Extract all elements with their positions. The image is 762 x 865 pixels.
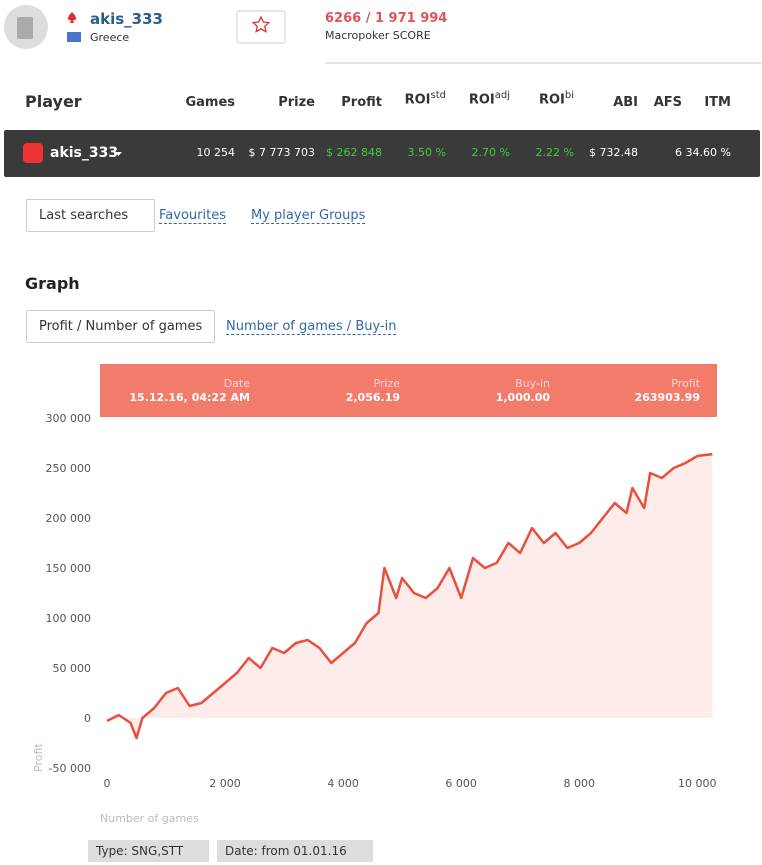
filter-tag[interactable]: Date: from 01.01.16 bbox=[217, 840, 373, 862]
tooltip-value: 2,056.19 bbox=[346, 391, 400, 404]
flag bbox=[67, 32, 81, 42]
cell: 3.50 % bbox=[407, 146, 446, 159]
x-tick-label: 8 000 bbox=[563, 777, 595, 790]
dropdown-caret[interactable] bbox=[115, 152, 122, 156]
column-header: ABI bbox=[613, 95, 638, 110]
x-tick-label: 0 bbox=[104, 777, 111, 790]
tooltip-value: 263903.99 bbox=[635, 391, 700, 404]
column-header: ROIbi bbox=[539, 90, 574, 107]
y-tick-label: 50 000 bbox=[53, 662, 92, 675]
player-icon bbox=[23, 143, 43, 163]
column-header: Player bbox=[25, 92, 82, 111]
y-tick-label: 200 000 bbox=[46, 512, 92, 525]
x-tick-label: 10 000 bbox=[678, 777, 717, 790]
cell: $ 732.48 bbox=[589, 146, 638, 159]
tooltip-label: Date bbox=[224, 377, 251, 390]
x-tick-label: 6 000 bbox=[445, 777, 477, 790]
cell: 34.60 % bbox=[685, 146, 731, 159]
link[interactable]: Favourites bbox=[159, 208, 226, 224]
tooltip bbox=[100, 364, 717, 417]
x-tick-label: 2 000 bbox=[209, 777, 241, 790]
header-label: ROI bbox=[404, 92, 431, 108]
header-label: Prize bbox=[278, 95, 315, 110]
tab[interactable]: Profit / Number of games bbox=[26, 310, 216, 343]
username[interactable]: akis_333 bbox=[90, 10, 163, 28]
column-header: ROIadj bbox=[469, 90, 510, 107]
favourite-button[interactable] bbox=[236, 10, 286, 44]
header-label: ROI bbox=[538, 92, 565, 108]
score-label: Macropoker SCORE bbox=[325, 29, 431, 42]
y-axis-title: Profit bbox=[32, 743, 45, 772]
y-tick-label: 150 000 bbox=[46, 562, 92, 575]
link[interactable]: My player Groups bbox=[251, 208, 366, 224]
column-header: Profit bbox=[341, 95, 382, 110]
column-header: ROIstd bbox=[405, 90, 446, 107]
player-name: akis_333 bbox=[50, 145, 119, 161]
y-tick-label: -50 000 bbox=[49, 762, 91, 775]
header-label: ITM bbox=[704, 95, 731, 110]
y-tick-label: 300 000 bbox=[46, 412, 92, 425]
column-header: ITM bbox=[704, 95, 731, 110]
cell: 6 bbox=[675, 146, 682, 159]
tooltip-label: Profit bbox=[671, 377, 700, 390]
header-label: ABI bbox=[613, 95, 638, 110]
column-header: Prize bbox=[278, 95, 315, 110]
player-row bbox=[4, 130, 760, 177]
x-axis-title: Number of games bbox=[100, 812, 199, 825]
filter-tag[interactable]: Type: SNG,STT bbox=[88, 840, 210, 862]
header-sup: adj bbox=[494, 90, 510, 101]
line bbox=[106, 452, 713, 740]
score: 6266 / 1 971 994 bbox=[325, 11, 448, 26]
header-label: Profit bbox=[341, 95, 382, 110]
cell: $ 262 848 bbox=[326, 146, 382, 159]
cell: $ 7 773 703 bbox=[248, 146, 315, 159]
cell: 2.70 % bbox=[471, 146, 510, 159]
header-sup: std bbox=[430, 90, 446, 101]
area bbox=[107, 454, 713, 738]
tooltip-value: 1,000.00 bbox=[496, 391, 551, 404]
suit-icon bbox=[68, 12, 76, 23]
y-tick-label: 250 000 bbox=[46, 462, 92, 475]
tooltip-value: 15.12.16, 04:22 AM bbox=[129, 391, 250, 404]
country: Greece bbox=[90, 31, 130, 44]
header-label: AFS bbox=[653, 95, 682, 110]
cell: 2.22 % bbox=[535, 146, 574, 159]
x-tick-label: 4 000 bbox=[327, 777, 359, 790]
avatar-icon bbox=[17, 17, 33, 39]
tab[interactable]: Number of games / Buy-in bbox=[226, 319, 397, 335]
header-label: Games bbox=[185, 95, 235, 110]
cell: 10 254 bbox=[196, 146, 236, 159]
tooltip-label: Prize bbox=[373, 377, 400, 390]
column-header: Games bbox=[185, 95, 235, 110]
dropdown[interactable]: Last searches bbox=[26, 199, 156, 232]
header-label: ROI bbox=[468, 92, 495, 108]
y-tick-label: 0 bbox=[84, 712, 91, 725]
header-sup: bi bbox=[564, 90, 574, 101]
star-icon bbox=[251, 15, 271, 33]
column-header: AFS bbox=[654, 95, 682, 110]
y-tick-label: 100 000 bbox=[46, 612, 92, 625]
tooltip-label: Buy-in bbox=[515, 377, 550, 390]
section-title: Graph bbox=[25, 274, 80, 293]
